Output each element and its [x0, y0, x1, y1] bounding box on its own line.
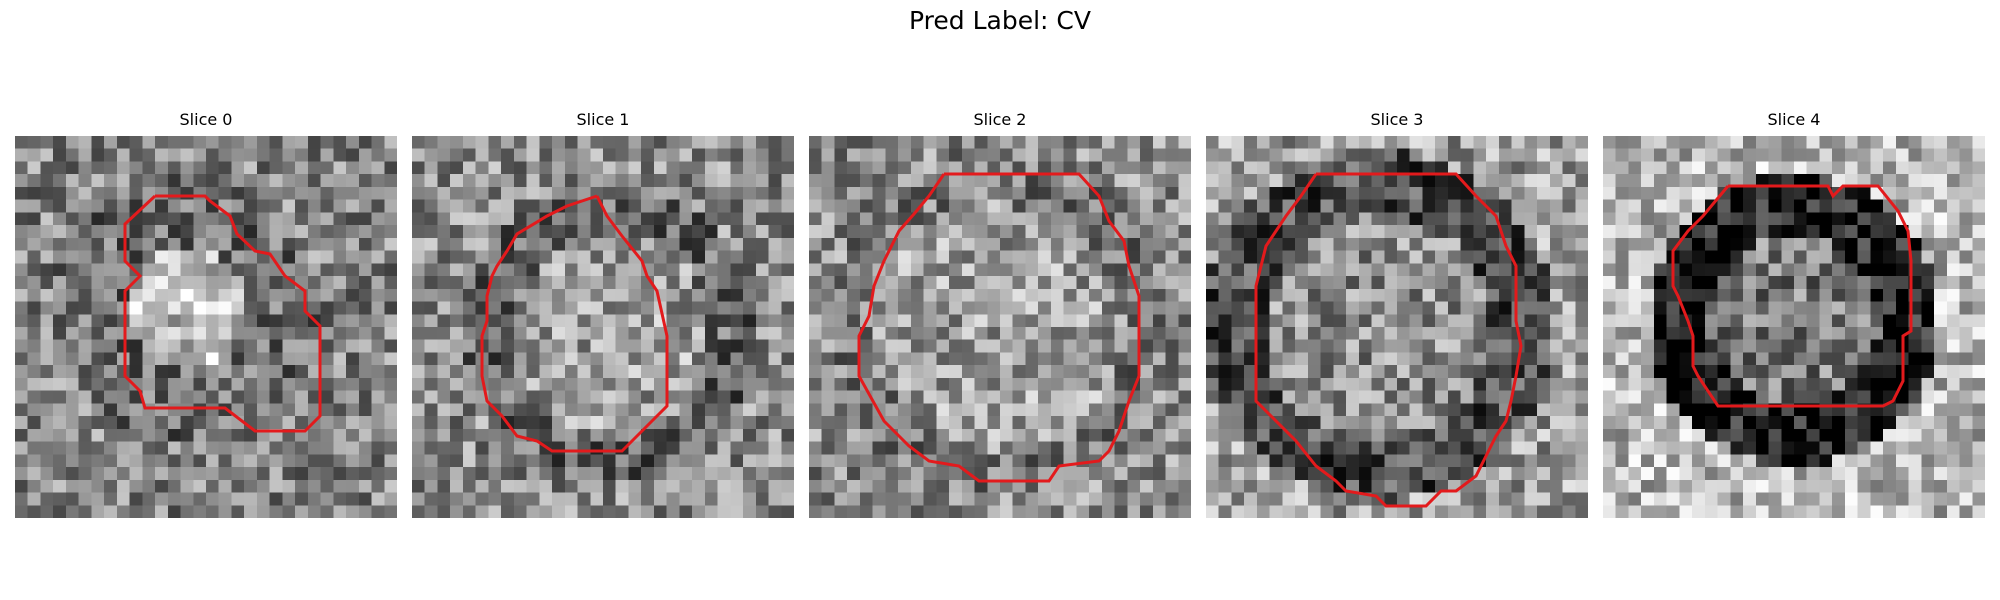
- figure-title: Pred Label: CV: [909, 6, 1091, 35]
- segmentation-contour: [1671, 184, 1913, 408]
- slice-panel-0: Slice 0: [15, 108, 397, 518]
- slice-title: Slice 2: [973, 110, 1027, 129]
- contour-line: [1254, 172, 1523, 508]
- contour-line: [123, 194, 322, 433]
- slice-panel-2: Slice 2: [809, 108, 1191, 518]
- slice-image-4: [1603, 136, 1985, 518]
- slice-panel-1: Slice 1: [412, 108, 794, 518]
- slice-panel-3: Slice 3: [1206, 108, 1588, 518]
- segmentation-contour: [857, 172, 1141, 483]
- slice-title: Slice 4: [1767, 110, 1821, 129]
- slice-image-3: [1206, 136, 1588, 518]
- slice-title: Slice 3: [1370, 110, 1424, 129]
- contour-line: [480, 194, 669, 453]
- grayscale-image: [809, 136, 1191, 518]
- grayscale-image: [15, 136, 397, 518]
- slice-image-1: [412, 136, 794, 518]
- segmentation-contour: [480, 194, 669, 453]
- grayscale-image: [1603, 136, 1985, 518]
- slice-image-0: [15, 136, 397, 518]
- slice-title: Slice 1: [576, 110, 630, 129]
- contour-line: [1671, 184, 1913, 408]
- slice-image-2: [809, 136, 1191, 518]
- slice-panel-4: Slice 4: [1603, 108, 1985, 518]
- segmentation-contour: [123, 194, 322, 433]
- segmentation-contour: [1254, 172, 1523, 508]
- slice-title: Slice 0: [179, 110, 233, 129]
- contour-line: [857, 172, 1141, 483]
- grayscale-image: [412, 136, 794, 518]
- grayscale-image: [1206, 136, 1588, 518]
